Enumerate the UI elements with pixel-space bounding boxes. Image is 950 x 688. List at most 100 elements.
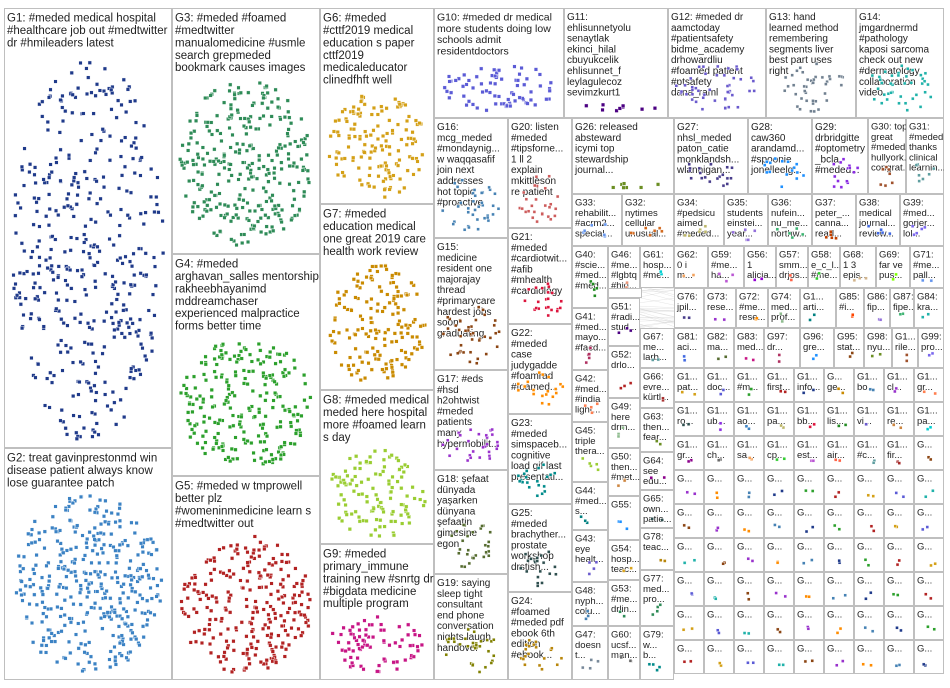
graph-node <box>155 175 160 180</box>
graph-node <box>515 78 520 83</box>
group-label: G... <box>707 576 722 587</box>
group-label-line: rehabilit... <box>575 208 616 219</box>
graph-node <box>121 77 126 82</box>
group-label: G56: 1 alicia... <box>747 250 777 282</box>
graph-node <box>118 256 123 261</box>
graph-node <box>295 412 300 417</box>
graph-node <box>408 643 413 648</box>
graph-node <box>540 667 544 671</box>
graph-node <box>389 453 394 458</box>
graph-node <box>88 493 93 498</box>
graph-node <box>255 219 260 224</box>
graph-node <box>898 312 903 316</box>
graph-node <box>17 290 22 295</box>
graph-node <box>640 107 645 112</box>
graph-node <box>128 637 133 642</box>
graph-node <box>538 569 542 574</box>
graph-node <box>33 281 38 286</box>
graph-node <box>254 126 259 131</box>
graph-node <box>689 176 693 180</box>
graph-node <box>18 205 23 210</box>
graph-node <box>141 624 146 629</box>
graph-node <box>876 87 880 91</box>
graph-node <box>115 258 120 263</box>
graph-node <box>192 374 197 379</box>
graph-node <box>544 97 549 102</box>
group-label-line: G3: #meded #foamed <box>175 13 286 25</box>
small-group-panel <box>704 504 734 538</box>
graph-node <box>833 495 838 499</box>
small-group-panel <box>914 538 944 572</box>
graph-node <box>291 188 296 193</box>
graph-node <box>287 409 292 414</box>
graph-node <box>622 614 626 618</box>
graph-node <box>128 558 133 563</box>
group-label: G61: hosp... #me... <box>643 250 672 282</box>
graph-node <box>468 428 473 432</box>
group-nodes <box>898 312 905 316</box>
graph-node <box>547 284 551 289</box>
graph-node <box>926 625 930 629</box>
group-label-line: G... <box>677 474 692 485</box>
graph-node <box>863 625 867 630</box>
graph-node <box>127 259 132 264</box>
graph-node <box>525 480 530 485</box>
graph-node <box>57 584 62 589</box>
group-nodes <box>681 422 691 427</box>
graph-node <box>410 130 415 135</box>
graph-node <box>755 316 759 320</box>
graph-node <box>281 577 286 582</box>
group-label-line: G... <box>737 542 752 553</box>
graph-node <box>535 219 539 224</box>
graph-node <box>782 457 787 461</box>
graph-node <box>237 341 242 346</box>
group-label: G... <box>887 610 902 621</box>
group-nodes <box>879 165 894 188</box>
graph-node <box>212 420 217 425</box>
graph-node <box>517 95 522 100</box>
graph-node <box>723 96 727 101</box>
graph-node <box>345 327 350 332</box>
group-label-line: 1 <box>747 260 752 271</box>
graph-node <box>97 88 102 93</box>
graph-node <box>86 582 91 587</box>
group-label-line: w... <box>642 640 657 651</box>
graph-node <box>279 623 284 628</box>
graph-node <box>93 93 98 98</box>
group-label: G1... pat... <box>677 372 698 393</box>
graph-node <box>546 214 551 219</box>
graph-node <box>458 547 462 552</box>
graph-node <box>475 217 480 222</box>
graph-node <box>93 279 98 284</box>
graph-node <box>484 108 489 113</box>
graph-node <box>299 157 304 162</box>
graph-node <box>183 194 188 199</box>
graph-node <box>113 279 118 284</box>
group-label-line: #lgbtq <box>611 270 637 281</box>
group-nodes <box>713 317 726 322</box>
graph-node <box>37 263 42 268</box>
graph-node <box>546 297 550 301</box>
graph-node <box>288 141 293 146</box>
group-nodes <box>659 558 667 563</box>
graph-node <box>225 211 230 216</box>
group-nodes <box>803 659 814 664</box>
graph-node <box>99 522 104 527</box>
group-label-line: G79: <box>643 630 664 641</box>
graph-node <box>42 605 47 610</box>
graph-node <box>245 651 250 656</box>
group-label-line: G... <box>917 508 932 519</box>
group-nodes <box>178 81 311 248</box>
graph-node <box>810 489 815 493</box>
small-group-panel <box>674 436 704 470</box>
graph-node <box>359 480 364 485</box>
group-label-line: segments liver <box>769 44 834 55</box>
graph-node <box>384 163 389 168</box>
graph-node <box>278 394 283 399</box>
graph-node <box>716 357 721 361</box>
graph-node <box>117 518 122 523</box>
graph-node <box>390 128 395 133</box>
graph-node <box>37 317 42 322</box>
graph-node <box>864 276 868 280</box>
group-label-line: G1... <box>707 440 728 451</box>
